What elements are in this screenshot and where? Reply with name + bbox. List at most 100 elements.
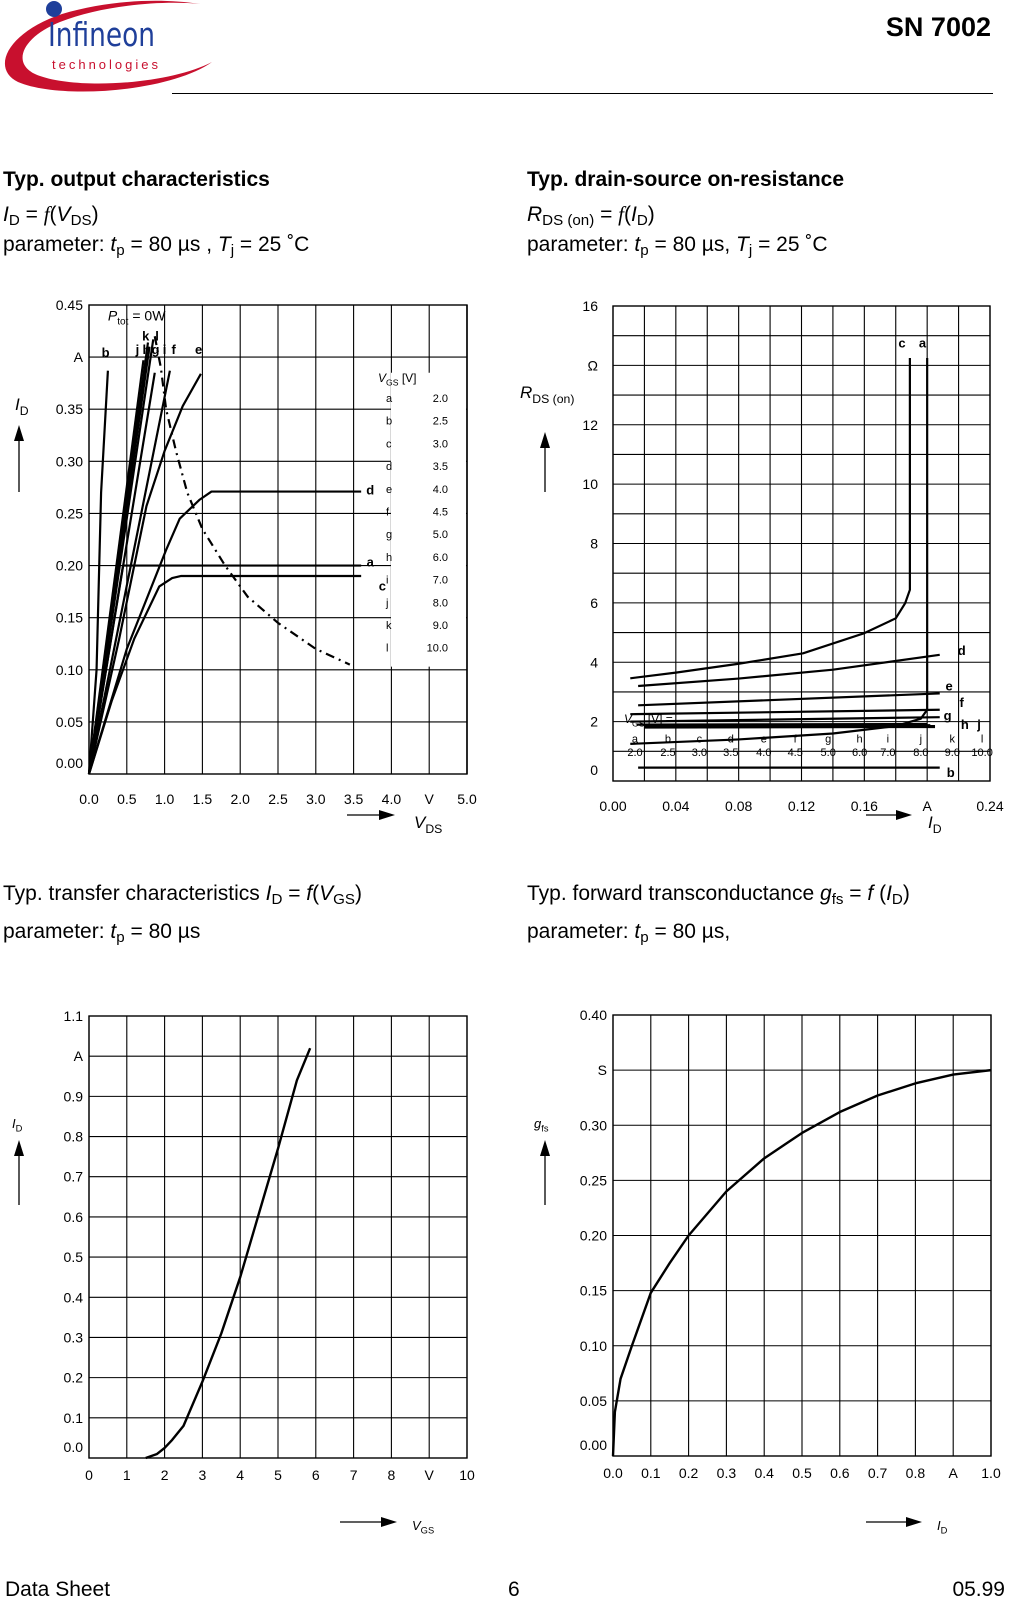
x-tick-label: V — [425, 791, 435, 807]
legend-key: i — [887, 733, 889, 745]
x-tick-label: 0.08 — [725, 798, 752, 814]
y-axis-label: ID — [15, 395, 29, 418]
text-segment: Typ. forward transconductance — [527, 882, 820, 905]
legend-value: 7.0 — [433, 575, 448, 587]
grid — [88, 1015, 468, 1459]
legend-value: 7.0 — [880, 747, 895, 759]
text-segment: p — [116, 242, 125, 260]
text-segment: D — [20, 404, 29, 418]
legend-value: 4.5 — [788, 747, 803, 759]
legend-value: 10.0 — [971, 747, 992, 759]
series-label: c — [898, 336, 905, 351]
y-tick-label: 0.8 — [64, 1129, 84, 1145]
x-tick-label: 1.5 — [193, 791, 213, 807]
series-label: f — [172, 342, 177, 357]
series-label: h — [961, 717, 969, 732]
text-segment: I — [631, 203, 637, 226]
chart1-parameter: parameter: tp = 80 µs , Tj = 25 ˚C — [3, 233, 309, 259]
x-tick-label: 0.16 — [851, 798, 878, 814]
text-segment: p — [640, 242, 649, 260]
legend-value: 3.0 — [692, 747, 707, 759]
text-segment: tot — [117, 317, 128, 328]
legend-key: g — [825, 733, 831, 745]
x-tick-label: 4 — [236, 1467, 244, 1483]
legend-key: c — [697, 733, 703, 745]
series-label: g — [152, 342, 160, 357]
plot-frame — [612, 305, 991, 782]
chart2-parameter: parameter: tp = 80 µs, Tj = 25 ˚C — [527, 233, 828, 259]
legend-key: e — [761, 733, 767, 745]
infineon-logo — [4, 0, 213, 92]
x-tick-label: 0.3 — [717, 1465, 737, 1481]
series-label: d — [366, 483, 374, 498]
text-segment: GS — [333, 891, 355, 909]
text-segment: R — [520, 383, 532, 402]
legend-value: 6.0 — [852, 747, 867, 759]
legend-key: j — [385, 597, 388, 609]
legend-value: 8.0 — [913, 747, 928, 759]
y-tick-label: 0.15 — [56, 610, 83, 626]
text-segment: I — [937, 1518, 941, 1533]
series-label: e — [195, 342, 202, 357]
plot-frame — [612, 1014, 992, 1457]
text-segment: D — [636, 212, 648, 230]
y-axis-label: gfs — [534, 1116, 549, 1134]
text-segment: = — [282, 882, 307, 905]
y-tick-label: 0.00 — [580, 1437, 607, 1453]
x-tick-label: A — [922, 798, 932, 814]
y-tick-label: 2 — [590, 714, 598, 730]
series-label: a — [367, 555, 375, 570]
text-segment: ( — [312, 882, 320, 905]
text-segment: GS — [421, 1526, 435, 1536]
text-segment: parameter: — [3, 920, 111, 943]
x-tick-label: 1.0 — [155, 791, 175, 807]
text-segment: [V] — [398, 371, 416, 385]
legend-value: 4.0 — [756, 747, 771, 759]
series-line-f — [630, 708, 940, 716]
text-segment: f — [43, 202, 50, 226]
text-segment: = 25 ˚C — [752, 233, 828, 256]
legend-value: 5.0 — [821, 747, 836, 759]
text-segment: DS (on) — [532, 392, 574, 406]
y-tick-label: 0.7 — [64, 1169, 84, 1185]
y-tick-label: 0.4 — [64, 1289, 84, 1305]
power-limit-curve — [153, 336, 351, 666]
y-tick-label: 0.20 — [580, 1228, 607, 1244]
chart4-title: Typ. forward transconductance gfs = f (I… — [527, 882, 910, 908]
text-segment: t — [110, 920, 117, 943]
x-tick-label: 1 — [123, 1467, 131, 1483]
text-segment: I — [265, 882, 272, 905]
text-segment: DS — [425, 822, 442, 836]
ptot-annotation: Ptot = 0W — [108, 308, 166, 328]
legend-key: c — [386, 438, 392, 450]
series-label: l — [155, 328, 159, 343]
text-segment: V — [412, 1518, 422, 1533]
text-segment: g — [820, 882, 832, 905]
y-tick-label: 0.6 — [64, 1209, 84, 1225]
series-line-e — [87, 373, 202, 775]
x-tick-label: 0.5 — [117, 791, 137, 807]
x-axis-label: VGS — [412, 1518, 434, 1536]
x-axis-label: ID — [937, 1518, 948, 1536]
text-segment: = — [19, 203, 44, 226]
x-tick-label: 2 — [161, 1467, 169, 1483]
x-axis-arrow-icon — [347, 810, 395, 820]
y-tick-label: A — [74, 349, 84, 365]
series-line-d — [638, 653, 940, 688]
y-tick-label: 0.0 — [64, 1439, 84, 1455]
x-axis-label: ID — [928, 813, 942, 836]
series-line-c — [630, 357, 911, 680]
legend-key: d — [386, 461, 392, 473]
x-tick-label: 0.04 — [662, 798, 689, 814]
x-axis-label: VDS — [414, 813, 442, 836]
chart-2: 0.00 0.04 0.08 0.12 0.16 A 0.24 0 2 4 6 8 10 12 Ω 16 ID R… — [520, 298, 1004, 836]
chart-3: 0 1 2 3 4 5 6 7 8 V 10 0.0 0.1 0.2 0.3 0.4 0.5 0.6 0.7 0.8 0… — [12, 1008, 475, 1536]
text-segment: ( — [49, 203, 57, 226]
text-segment: = — [843, 882, 868, 905]
y-axis-arrow-icon — [540, 1140, 550, 1205]
chart2-title: Typ. drain-source on-resistance — [527, 168, 845, 191]
chart-1: 0.0 0.5 1.0 1.5 2.0 2.5 3.0 3.5 4.0 V 5.0 0.00 0.05 0… — [14, 297, 477, 836]
y-axis-arrow-icon — [540, 432, 550, 492]
x-tick-label: 0.8 — [906, 1465, 926, 1481]
legend-key: l — [981, 733, 983, 745]
